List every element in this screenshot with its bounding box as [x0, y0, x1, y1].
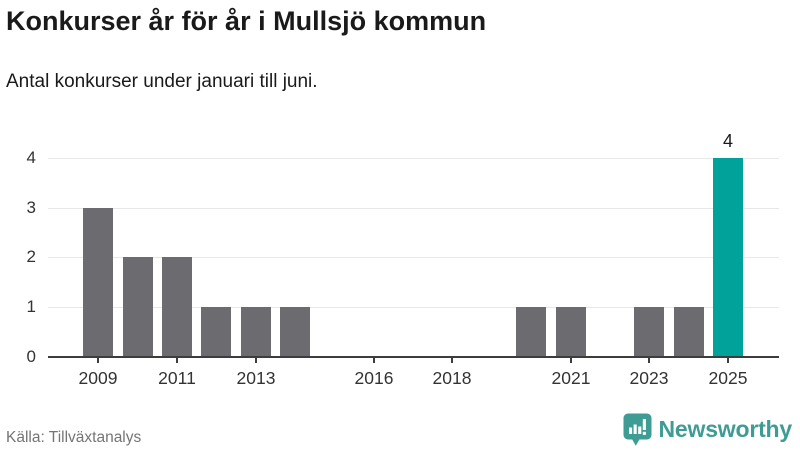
x-axis-tick-label-2023: 2023 — [629, 368, 669, 388]
x-axis-tick-mark-2009 — [97, 358, 99, 363]
bar-2009 — [83, 208, 113, 357]
bar-2014 — [280, 307, 310, 357]
gridline-y3 — [48, 208, 779, 209]
bar-2011 — [162, 257, 192, 357]
x-axis-tick-label-2011: 2011 — [158, 368, 196, 388]
x-axis-tick-label-2021: 2021 — [551, 368, 591, 388]
x-axis-tick-mark-2025 — [727, 358, 729, 363]
x-axis-tick-label-2013: 2013 — [236, 368, 276, 388]
bar-2013 — [241, 307, 271, 357]
newsworthy-logo-icon — [623, 413, 652, 446]
bar-value-label-2025: 4 — [722, 131, 733, 151]
x-axis-tick-label-2025: 2025 — [708, 368, 748, 388]
source-attribution: Källa: Tillväxtanalys — [6, 429, 142, 446]
x-axis-tick-mark-2011 — [176, 358, 178, 363]
y-axis-tick-label-3: 3 — [26, 198, 36, 217]
y-axis-tick-label-2: 2 — [26, 247, 36, 266]
bar-2021 — [556, 307, 586, 357]
gridline-y2 — [48, 257, 779, 258]
chart-title: Konkurser år för år i Mullsjö kommun — [6, 6, 487, 36]
bar-2023 — [634, 307, 664, 357]
gridline-y1 — [48, 307, 779, 308]
bar-2024 — [674, 307, 704, 357]
y-axis-tick-label-4: 4 — [26, 148, 36, 167]
newsworthy-logo-text: Newsworthy — [658, 416, 793, 442]
x-axis-tick-label-2018: 2018 — [432, 368, 472, 388]
gridline-y4 — [48, 158, 779, 159]
x-axis-tick-mark-2023 — [648, 358, 650, 363]
y-axis-tick-label-1: 1 — [26, 297, 36, 316]
x-axis-tick-label-2016: 2016 — [354, 368, 394, 388]
x-axis-tick-mark-2016 — [373, 358, 375, 363]
bar-2010 — [123, 257, 153, 357]
newsworthy-logo[interactable]: Newsworthy — [623, 412, 792, 447]
chart-subtitle: Antal konkurser under januari till juni. — [6, 71, 318, 92]
x-axis-tick-label-2009: 2009 — [78, 368, 118, 388]
x-axis-tick-mark-2018 — [451, 358, 453, 363]
bar-2025 — [713, 158, 743, 357]
y-axis-tick-label-0: 0 — [26, 347, 36, 366]
x-axis-line — [48, 356, 779, 358]
bar-2020 — [516, 307, 546, 357]
x-axis-tick-mark-2021 — [570, 358, 572, 363]
x-axis-tick-mark-2013 — [255, 358, 257, 363]
bar-2012 — [201, 307, 231, 357]
